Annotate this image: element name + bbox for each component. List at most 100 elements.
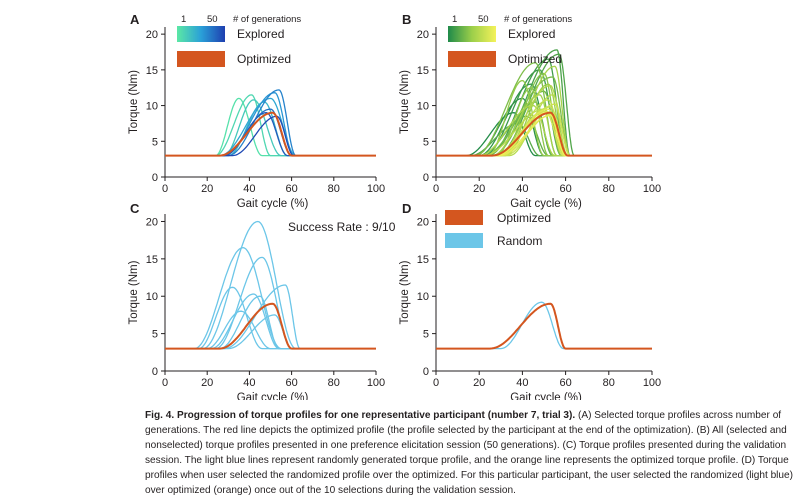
y-tick-label: 15 <box>417 254 429 266</box>
explored-series-line <box>436 79 652 157</box>
legend-optimized-swatch <box>177 51 225 67</box>
explored-series-line <box>165 89 376 157</box>
legend-scale-min-label: 1 <box>181 14 186 25</box>
explored-series-line <box>436 94 652 157</box>
random-series-line <box>165 220 376 350</box>
legend-gradient-swatch <box>448 26 496 42</box>
y-tick-label: 10 <box>146 291 158 303</box>
random-series-line <box>436 301 652 350</box>
y-axis-label: Torque (Nm) <box>128 70 140 134</box>
caption-title: Progression of torque profiles for one r… <box>176 410 576 421</box>
legend-optimized-swatch <box>445 210 483 225</box>
x-tick-label: 80 <box>328 377 340 389</box>
random-series-line <box>165 310 376 350</box>
explored-series-line <box>436 103 652 157</box>
x-tick-label: 20 <box>201 377 213 389</box>
legend-item-label: Random <box>497 234 542 248</box>
random-series-line <box>165 295 376 350</box>
explored-series-line <box>436 104 652 157</box>
y-tick-label: 5 <box>152 329 158 341</box>
random-series-line <box>165 284 376 350</box>
y-tick-label: 10 <box>146 101 158 113</box>
x-tick-label: 80 <box>328 183 340 195</box>
x-tick-label: 40 <box>516 183 528 195</box>
legend-item-label: Optimized <box>497 211 551 225</box>
legend-item-label: Optimized <box>508 52 562 66</box>
explored-series-line <box>165 97 376 157</box>
explored-series-line <box>436 113 652 157</box>
y-tick-label: 5 <box>423 136 429 148</box>
legend-scale-title: # of generations <box>504 14 572 25</box>
x-tick-label: 60 <box>559 377 571 389</box>
explored-series-line <box>436 84 652 157</box>
optimized-series-line <box>436 111 652 157</box>
x-tick-label: 60 <box>285 377 297 389</box>
y-tick-label: 10 <box>417 291 429 303</box>
legend-scale-max-label: 50 <box>478 14 489 25</box>
explored-series-line <box>436 115 652 157</box>
y-tick-label: 0 <box>152 366 158 378</box>
legend-item-label: Explored <box>237 27 284 41</box>
x-tick-label: 0 <box>162 183 168 195</box>
x-axis-label: Gait cycle (%) <box>510 198 582 210</box>
x-tick-label: 40 <box>516 377 528 389</box>
explored-series-line <box>436 114 652 157</box>
explored-series-line <box>165 101 376 157</box>
y-tick-label: 0 <box>423 172 429 184</box>
x-axis-label: Gait cycle (%) <box>237 198 309 210</box>
y-axis-label: Torque (Nm) <box>399 260 411 324</box>
x-tick-label: 60 <box>559 183 571 195</box>
optimized-series-line <box>165 111 376 157</box>
figure-caption: Fig. 4. Progression of torque profiles f… <box>145 408 797 498</box>
x-tick-label: 80 <box>603 183 615 195</box>
explored-series-line <box>165 112 376 157</box>
y-tick-label: 20 <box>417 29 429 41</box>
x-tick-label: 100 <box>367 183 385 195</box>
x-tick-label: 100 <box>643 183 661 195</box>
explored-series-line <box>165 94 376 157</box>
x-tick-label: 0 <box>162 377 168 389</box>
y-tick-label: 5 <box>423 329 429 341</box>
panel-label: C <box>130 201 140 216</box>
y-tick-label: 10 <box>417 101 429 113</box>
legend-scale-max-label: 50 <box>207 14 218 25</box>
y-tick-label: 20 <box>146 216 158 228</box>
legend-optimized-swatch <box>448 51 496 67</box>
optimized-series-line <box>165 302 376 350</box>
y-tick-label: 20 <box>417 216 429 228</box>
x-tick-label: 60 <box>285 183 297 195</box>
explored-series-line <box>165 97 376 157</box>
explored-series-line <box>165 92 376 157</box>
x-tick-label: 80 <box>603 377 615 389</box>
x-tick-label: 20 <box>201 183 213 195</box>
x-tick-label: 40 <box>243 377 255 389</box>
x-tick-label: 0 <box>433 183 439 195</box>
y-tick-label: 0 <box>423 366 429 378</box>
y-tick-label: 5 <box>152 136 158 148</box>
y-axis-label: Torque (Nm) <box>399 70 411 134</box>
x-tick-label: 40 <box>243 183 255 195</box>
caption-body: (A) Selected torque profiles across numb… <box>145 410 794 496</box>
x-tick-label: 0 <box>433 377 439 389</box>
panel-label: D <box>402 201 411 216</box>
legend-scale-min-label: 1 <box>452 14 457 25</box>
x-tick-label: 20 <box>473 183 485 195</box>
panel-a-chart: A 0 20 40 60 80 100 0 5 10 15 20 Gait cycle (%) Torqu… <box>128 12 385 210</box>
random-series-line <box>165 286 376 350</box>
explored-series-line <box>436 112 652 157</box>
legend-random-swatch <box>445 233 483 248</box>
random-series-line <box>165 246 376 350</box>
y-tick-label: 20 <box>146 29 158 41</box>
legend-gradient-swatch <box>177 26 225 42</box>
y-tick-label: 0 <box>152 172 158 184</box>
x-tick-label: 100 <box>367 377 385 389</box>
legend-item-label: Explored <box>508 27 555 41</box>
caption-label: Fig. 4. <box>145 410 175 421</box>
y-tick-label: 15 <box>417 65 429 77</box>
panel-b-chart: B 0 20 40 60 80 100 0 5 10 15 20 Gait cycle (%) Torqu… <box>399 12 661 210</box>
legend-scale-title: # of generations <box>233 14 301 25</box>
panel-label: B <box>402 12 411 27</box>
explored-series-line <box>165 99 376 157</box>
x-axis-label: Gait cycle (%) <box>510 392 582 400</box>
